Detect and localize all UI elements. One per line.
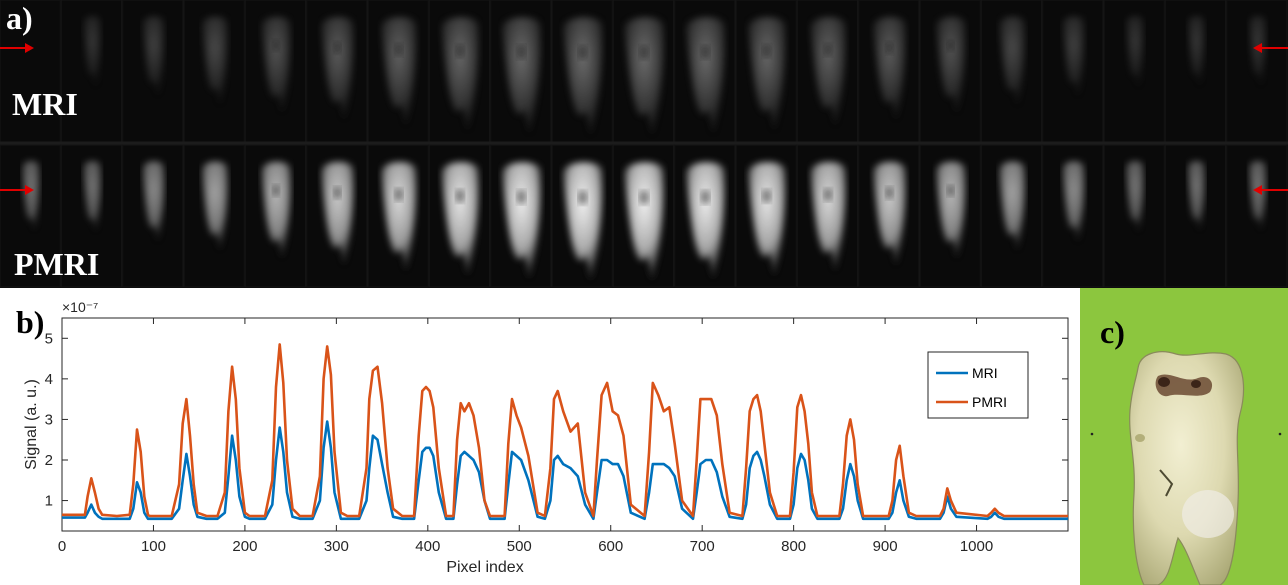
slice-pmri-3 (122, 144, 184, 288)
legend: MRI PMRI (927, 351, 1029, 419)
slice-pmri-7 (367, 144, 429, 288)
slice-pmri-9 (490, 144, 552, 288)
slice-mri-2 (60, 0, 123, 143)
slice-pmri-5 (244, 144, 307, 288)
slice-mri-12 (674, 0, 736, 143)
slice-mri-16 (919, 0, 981, 143)
slice-mri-5 (244, 0, 307, 143)
x-tick-label: 400 (415, 538, 440, 555)
slice-mri-20 (1164, 0, 1227, 143)
x-tick-label: 0 (58, 538, 66, 555)
signal-line-chart: 0 100 200 300 400 500 600 700 800 900 1000 1 2 3 4 5 Pix… (23, 299, 1069, 576)
series-line-pmri (62, 343, 1068, 518)
slice-pmri-14 (796, 144, 859, 288)
panel-c-label: c) (1100, 314, 1125, 350)
slice-strip (0, 0, 1288, 288)
slice-mri-9 (490, 0, 552, 143)
arrow-left-mri (0, 43, 34, 53)
slice-mri-11 (612, 0, 675, 143)
legend-label-pmri: PMRI (972, 394, 1007, 410)
panel-a-label: a) (6, 0, 33, 36)
y-tick-label: 5 (45, 330, 53, 347)
legend-label-mri: MRI (972, 365, 998, 381)
slice-mri-3 (122, 0, 184, 143)
tooth-photo-image (1090, 351, 1282, 585)
slice-mri-7 (367, 0, 429, 143)
plot-frame (61, 317, 1069, 532)
panel-b-label: b) (16, 304, 45, 340)
x-tick-label: 800 (781, 538, 806, 555)
slice-mri-13 (735, 0, 797, 143)
slice-pmri-20 (1164, 144, 1227, 288)
y-tick-label: 2 (45, 452, 53, 469)
slice-pmri-1 (0, 144, 61, 288)
slice-pmri-4 (183, 144, 245, 288)
slice-mri-10 (551, 0, 613, 143)
arrow-right-pmri (1253, 185, 1288, 195)
y-multiplier: ×10⁻⁷ (62, 299, 98, 315)
slice-mri-1 (0, 0, 61, 143)
slice-pmri-12 (674, 144, 736, 288)
panel-b-signal-chart: b) 0 100 200 300 400 500 600 700 800 900 1000 1 2 3 4 5… (0, 288, 1080, 585)
y-axis-label: Signal (a. u.) (23, 379, 40, 470)
x-tick-label: 500 (507, 538, 532, 555)
x-tick-label: 100 (141, 538, 166, 555)
row-label-pmri: PMRI (14, 246, 100, 282)
slice-mri-4 (183, 0, 245, 143)
slice-pmri-8 (428, 144, 491, 288)
slice-mri-6 (306, 0, 368, 143)
arrow-left-pmri (0, 185, 34, 195)
panel-c-tooth-photo: c) (1080, 288, 1288, 585)
slice-mri-17 (980, 0, 1043, 143)
slice-pmri-11 (612, 144, 675, 288)
x-tick-label: 200 (232, 538, 257, 555)
x-tick-label: 1000 (960, 538, 993, 555)
slice-mri-15 (858, 0, 920, 143)
slice-mri-21 (1226, 0, 1288, 143)
slice-pmri-13 (735, 144, 797, 288)
x-tick-label: 900 (873, 538, 898, 555)
slice-pmri-6 (306, 144, 368, 288)
slice-mri-18 (1042, 0, 1104, 143)
slice-mri-8 (428, 0, 491, 143)
slice-pmri-16 (919, 144, 981, 288)
slice-pmri-15 (858, 144, 920, 288)
panel-a-mri-slices: a) MRI PMRI (0, 0, 1288, 288)
row-label-mri: MRI (12, 86, 78, 122)
y-tick-label: 4 (45, 371, 53, 388)
slice-pmri-19 (1103, 144, 1165, 288)
slice-pmri-17 (980, 144, 1043, 288)
arrow-right-mri (1253, 43, 1288, 53)
x-tick-label: 700 (690, 538, 715, 555)
slice-mri-19 (1103, 0, 1165, 143)
slice-pmri-18 (1042, 144, 1104, 288)
series-line-mri (62, 420, 1068, 521)
y-tick-label: 3 (45, 411, 53, 428)
slice-pmri-21 (1226, 144, 1288, 288)
slice-pmri-2 (60, 144, 123, 288)
x-axis-label: Pixel index (446, 559, 523, 576)
slice-mri-14 (796, 0, 859, 143)
x-tick-label: 600 (598, 538, 623, 555)
slice-pmri-10 (551, 144, 613, 288)
x-tick-label: 300 (324, 538, 349, 555)
y-tick-label: 1 (45, 493, 53, 510)
